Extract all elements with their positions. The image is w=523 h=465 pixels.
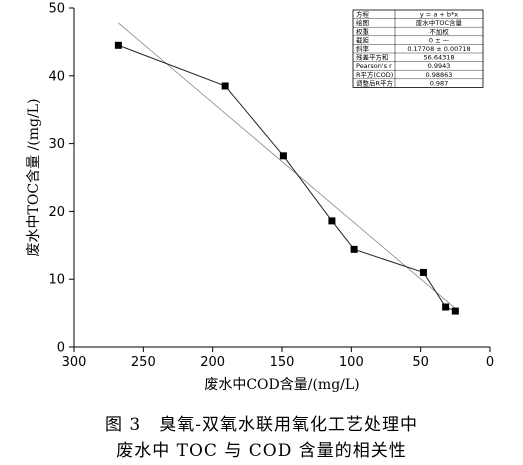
x-tick-label: 250 bbox=[131, 355, 156, 370]
stats-row-label: 残差平方和 bbox=[356, 53, 389, 62]
x-tick-label: 100 bbox=[339, 355, 364, 370]
fit-line bbox=[118, 22, 456, 309]
stats-row-label: 方程 bbox=[356, 10, 370, 19]
y-tick-label: 20 bbox=[48, 205, 65, 220]
y-tick-label: 0 bbox=[57, 341, 65, 356]
stats-row-label: R平方(COD) bbox=[356, 70, 393, 79]
stats-row-value: 0.9943 bbox=[428, 62, 451, 70]
stats-row-value: 0 ± — bbox=[429, 36, 450, 44]
stats-row-value: 不加权 bbox=[429, 27, 449, 36]
stats-row-label: 调整后R平方 bbox=[356, 78, 394, 87]
data-point bbox=[328, 217, 336, 225]
stats-row-value: 0.987 bbox=[430, 79, 449, 87]
stats-row-value: y = a + b*x bbox=[420, 11, 458, 19]
data-point bbox=[221, 82, 229, 90]
data-point bbox=[279, 152, 287, 160]
stats-row-label: 权重 bbox=[356, 27, 370, 36]
stats-row-value: 0.98863 bbox=[426, 71, 453, 79]
data-point bbox=[419, 268, 427, 276]
x-tick-label: 300 bbox=[62, 355, 87, 370]
stats-row-value: 56.64318 bbox=[423, 54, 454, 62]
stats-table bbox=[352, 9, 484, 88]
data-point bbox=[114, 41, 122, 49]
correlation-chart: 300 250 200 150 100 50 0 0 10 20 30 40 50 废水中COD含量/(m… bbox=[26, 2, 494, 394]
data-point bbox=[442, 303, 450, 311]
y-tick-label: 50 bbox=[48, 2, 65, 17]
y-axis-title: 废水中TOC含量 /(mg/L) bbox=[26, 99, 42, 257]
x-tick-label: 200 bbox=[200, 355, 225, 370]
data-point bbox=[350, 245, 358, 253]
x-tick-label: 0 bbox=[486, 355, 494, 370]
x-tick-label: 150 bbox=[270, 355, 295, 370]
data-series-line bbox=[118, 44, 456, 312]
stats-row-value: 0.17708 ± 0.00718 bbox=[407, 45, 470, 53]
y-tick-label: 40 bbox=[48, 69, 65, 84]
stats-row-value: 废水中TOC含量 bbox=[416, 18, 463, 27]
stats-row-label: Pearson's r bbox=[356, 62, 392, 70]
data-point bbox=[451, 307, 459, 315]
y-tick-label: 30 bbox=[48, 137, 65, 152]
figure-caption-line1: 图 3 臭氧-双氧水联用氧化工艺处理中 bbox=[105, 415, 418, 435]
x-axis-title: 废水中COD含量/(mg/L) bbox=[204, 377, 359, 393]
stats-row-label: 绘图 bbox=[356, 18, 369, 27]
y-tick-label: 10 bbox=[48, 273, 65, 288]
figure-caption-line2: 废水中 TOC 与 COD 含量的相关性 bbox=[116, 441, 407, 461]
x-tick-label: 50 bbox=[412, 355, 429, 370]
stats-row-label: 截距 bbox=[356, 35, 370, 44]
stats-row-label: 斜率 bbox=[356, 44, 370, 53]
